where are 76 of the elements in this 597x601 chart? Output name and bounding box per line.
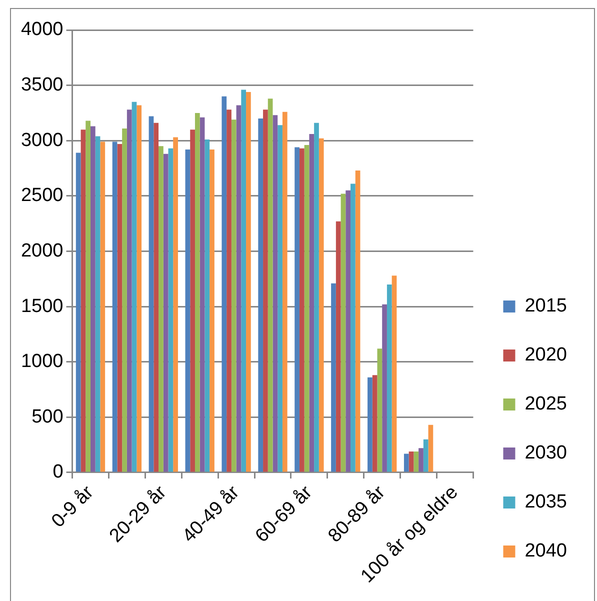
y-tick-label: 3500	[20, 74, 64, 96]
bar	[246, 92, 251, 472]
bar	[382, 304, 387, 472]
y-tick-label: 1500	[20, 296, 64, 317]
bar	[355, 170, 360, 472]
bar	[194, 112, 200, 472]
bar	[346, 190, 351, 472]
bar	[148, 116, 154, 472]
bar	[76, 152, 81, 472]
bar	[318, 138, 324, 472]
x-tick-label: 0-9 år	[48, 481, 98, 532]
bar	[185, 149, 190, 472]
bar	[226, 110, 232, 472]
legend-label: 2040	[524, 540, 568, 562]
bar	[200, 117, 205, 472]
bar	[392, 276, 397, 472]
bar	[90, 126, 96, 472]
legend-label: 2020	[524, 344, 568, 366]
bar	[423, 439, 428, 472]
bar	[86, 120, 90, 472]
bar	[350, 184, 356, 472]
bar	[372, 375, 378, 472]
bar	[241, 90, 246, 472]
bar	[80, 130, 86, 472]
bar	[340, 194, 346, 472]
bar	[168, 148, 174, 472]
bar	[314, 122, 319, 472]
bar	[278, 125, 282, 472]
y-tick-label: 4000	[20, 19, 64, 40]
bar	[126, 110, 132, 472]
bar	[299, 148, 304, 472]
bar	[404, 454, 409, 472]
bar	[158, 146, 164, 472]
bar	[204, 140, 210, 472]
bar	[304, 145, 310, 472]
bar	[154, 122, 159, 472]
legend-label: 2035	[524, 492, 568, 513]
bar	[408, 451, 414, 472]
bar	[377, 348, 382, 472]
bar	[173, 137, 178, 472]
y-tick-label: 2000	[20, 240, 64, 262]
y-tick-label: 1000	[20, 351, 64, 372]
bar	[336, 221, 341, 472]
bar	[231, 120, 236, 472]
bar	[117, 144, 122, 472]
bar	[112, 142, 118, 472]
bar	[368, 377, 372, 472]
bar	[272, 115, 278, 472]
bar	[263, 110, 268, 472]
bar	[414, 451, 419, 472]
legend-label: 2025	[524, 394, 568, 415]
y-tick-label: 500	[32, 406, 64, 428]
bar	[282, 112, 288, 472]
bar	[136, 105, 142, 472]
bar	[428, 424, 434, 472]
y-tick-label: 3000	[20, 130, 64, 151]
y-tick-label: 0	[52, 462, 64, 483]
bar	[386, 284, 392, 472]
bar	[309, 134, 314, 472]
bar	[236, 105, 242, 472]
bar	[100, 142, 106, 472]
bar	[122, 128, 127, 472]
bar	[258, 118, 264, 472]
bar	[294, 147, 300, 472]
bar	[95, 136, 100, 472]
bar	[418, 448, 424, 472]
bar	[163, 154, 168, 472]
legend-label: 2030	[524, 442, 568, 464]
legend-label: 2015	[524, 296, 568, 317]
bar	[331, 283, 336, 472]
bar	[210, 149, 214, 472]
bar	[190, 130, 195, 472]
bar	[222, 96, 227, 472]
bar	[132, 102, 137, 472]
y-tick-label: 2500	[20, 185, 64, 206]
bar	[268, 98, 273, 472]
